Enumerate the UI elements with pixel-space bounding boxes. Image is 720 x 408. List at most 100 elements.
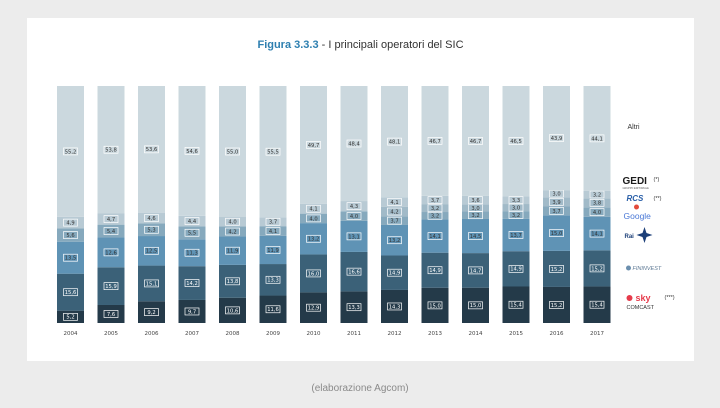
value-label: 14,9 bbox=[389, 271, 401, 277]
value-label: 15,1 bbox=[146, 281, 158, 287]
bar-google bbox=[583, 207, 611, 217]
bar-google bbox=[219, 226, 246, 237]
value-label-box bbox=[427, 301, 443, 310]
bar-google bbox=[381, 216, 408, 225]
value-label-box bbox=[589, 208, 605, 216]
bar-comcast bbox=[138, 301, 165, 323]
value-label-box bbox=[63, 312, 78, 321]
bar-comcast bbox=[97, 304, 125, 323]
value-label-box bbox=[265, 305, 281, 314]
value-label-box bbox=[468, 266, 483, 275]
bar-comcast bbox=[381, 289, 408, 323]
value-label: 13,1 bbox=[348, 234, 360, 240]
value-label: 12,6 bbox=[105, 250, 117, 256]
value-label: 9,7 bbox=[188, 309, 196, 315]
value-label: 3,2 bbox=[431, 214, 439, 220]
value-label: 15,6 bbox=[65, 290, 77, 296]
value-label-box bbox=[468, 137, 483, 145]
value-label-box bbox=[265, 275, 281, 284]
bar-rai bbox=[502, 218, 530, 252]
value-label: 3,7 bbox=[431, 198, 439, 204]
bar-google bbox=[421, 212, 449, 220]
value-label: 5,4 bbox=[107, 229, 116, 235]
bar-altri bbox=[138, 86, 165, 213]
value-label-box bbox=[144, 279, 159, 288]
bar-rai bbox=[583, 216, 611, 251]
value-label: 4,4 bbox=[188, 219, 197, 225]
value-label: 55,0 bbox=[227, 149, 239, 155]
value-label: 16,0 bbox=[308, 271, 320, 277]
value-label-box bbox=[427, 196, 443, 205]
bar-rai bbox=[421, 219, 449, 253]
value-label-box bbox=[63, 253, 78, 262]
bar-comcast bbox=[543, 286, 570, 323]
value-label: 5,6 bbox=[66, 233, 74, 239]
x-tick-label: 2013 bbox=[428, 331, 442, 337]
bar-fininvest bbox=[300, 254, 327, 293]
bar-rai bbox=[57, 241, 84, 274]
value-label-box bbox=[508, 137, 524, 145]
bar-rcs bbox=[502, 204, 530, 212]
bar-fininvest bbox=[543, 250, 570, 287]
value-label-box bbox=[225, 306, 240, 315]
value-label-box bbox=[63, 218, 78, 227]
value-label: 15,2 bbox=[551, 267, 563, 273]
value-label: 44,1 bbox=[591, 136, 603, 142]
bar-google bbox=[340, 211, 368, 221]
value-label: 16,6 bbox=[348, 270, 360, 276]
bar-rai bbox=[300, 223, 327, 255]
value-label-box bbox=[144, 145, 159, 154]
legend-rcs-logo: RCS bbox=[627, 194, 645, 203]
value-label: 4,2 bbox=[228, 229, 236, 235]
value-label: 9,2 bbox=[147, 310, 155, 316]
value-label: 11,3 bbox=[186, 251, 198, 257]
bar-comcast bbox=[502, 286, 530, 323]
value-label: 14,9 bbox=[510, 267, 522, 273]
value-label: 3,3 bbox=[512, 198, 520, 204]
value-label-box bbox=[549, 301, 564, 309]
value-label: 4,9 bbox=[66, 221, 74, 227]
bar-altri bbox=[300, 86, 327, 204]
bar-altri bbox=[178, 86, 206, 216]
legend-altri: Altri bbox=[628, 124, 641, 131]
value-label-box bbox=[427, 266, 443, 275]
value-label: 49,7 bbox=[308, 143, 320, 149]
legend-rcs-note: (**) bbox=[654, 196, 662, 202]
stacked-bar-chart: 5,2 15,6 13,5 5,6 4,9 55,2 2004 7,6 15,9 12,6 5,4 4… bbox=[57, 86, 675, 337]
bar-fininvest bbox=[340, 251, 368, 292]
bar-comcast bbox=[583, 286, 611, 323]
value-label: 13,3 bbox=[348, 305, 360, 311]
bar-fininvest bbox=[502, 251, 530, 287]
value-label-box bbox=[387, 198, 402, 206]
bar-rai bbox=[219, 236, 246, 265]
value-label: 3,2 bbox=[512, 213, 520, 219]
value-label-box bbox=[508, 196, 524, 204]
bar-altri bbox=[462, 86, 489, 196]
value-label: 4,0 bbox=[309, 216, 317, 222]
bar-comcast bbox=[462, 287, 489, 323]
value-label-box bbox=[589, 300, 605, 309]
value-label-box bbox=[103, 310, 119, 318]
bar-fininvest bbox=[381, 255, 408, 290]
value-label: 12,9 bbox=[308, 306, 320, 312]
value-label-box bbox=[508, 203, 524, 212]
value-label: 13,3 bbox=[267, 278, 279, 284]
bar-google bbox=[259, 226, 287, 236]
value-label-box bbox=[549, 265, 564, 273]
value-label: 15,0 bbox=[551, 231, 563, 237]
value-label-box bbox=[184, 279, 200, 287]
bar-gedi bbox=[543, 190, 570, 198]
bar-gedi bbox=[259, 217, 287, 227]
comcast-peacock-icon bbox=[626, 295, 633, 301]
value-label-box bbox=[589, 198, 605, 207]
value-label-box bbox=[103, 282, 119, 290]
value-label: 4,1 bbox=[309, 207, 317, 213]
value-label: 3,0 bbox=[512, 205, 520, 211]
value-label-box bbox=[346, 267, 362, 276]
value-label-box bbox=[225, 246, 240, 255]
value-label: 11,9 bbox=[227, 249, 239, 255]
x-tick-label: 2004 bbox=[64, 331, 78, 337]
value-label-box bbox=[103, 248, 119, 257]
value-label: 3,0 bbox=[471, 206, 479, 212]
bar-gedi bbox=[300, 203, 327, 214]
